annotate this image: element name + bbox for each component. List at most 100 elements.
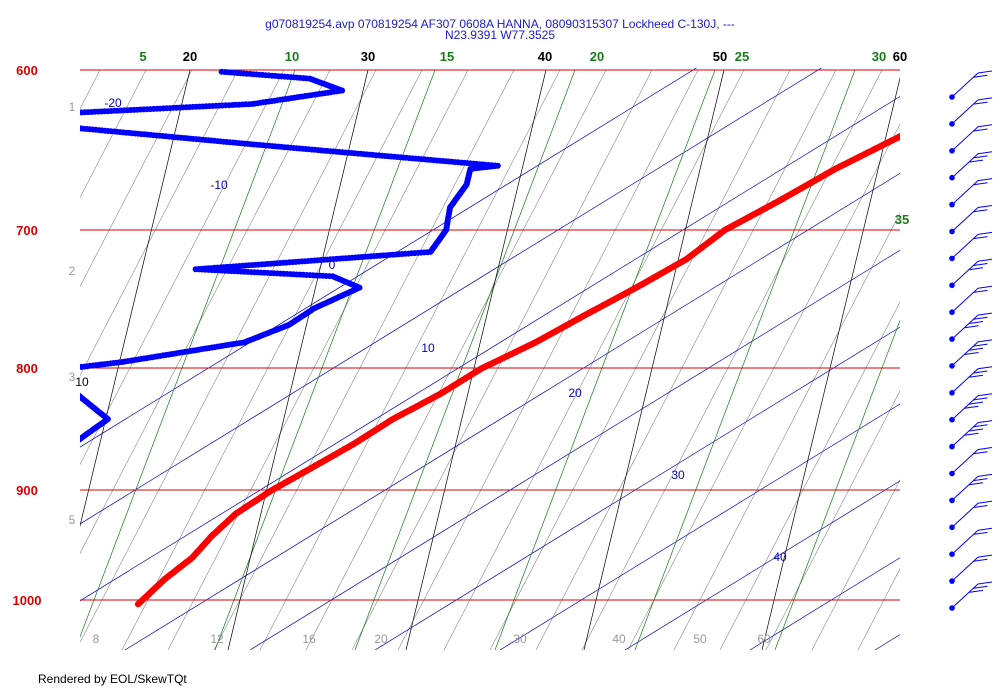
dry-adiabat-line (673, 212, 900, 650)
moist-adiabat-line (80, 96, 900, 602)
wind-barb-feather (973, 236, 988, 240)
temperature-sounding-point (973, 89, 979, 95)
temperature-sounding-point (922, 120, 928, 126)
temperature-sounding-point (931, 115, 937, 121)
dewpoint-sounding-point (47, 123, 53, 129)
dewpoint-sounding-point (29, 474, 35, 480)
moist-adiabat-line (80, 68, 823, 525)
dry-adiabat-line (80, 69, 239, 377)
temperature-sounding-point (929, 116, 935, 122)
dewpoint-sounding-point (23, 375, 29, 381)
height-label: 5 (69, 513, 76, 527)
wind-barb-feather (968, 482, 984, 486)
dewpoint-sounding-point (20, 112, 26, 118)
wind-barb-feather (977, 500, 993, 504)
mixing-ratio-line (915, 70, 1000, 650)
dewpoint-sounding-point (16, 113, 22, 119)
isotherm-line (761, 76, 900, 650)
dewpoint-sounding-point (52, 384, 58, 390)
temperature-top-label: 20 (183, 49, 197, 64)
dry-adiabat-line (904, 70, 1000, 650)
temperature-sounding-point (926, 118, 932, 124)
mixing-ratio-label: 35 (895, 212, 909, 227)
dewpoint-sounding-point (46, 368, 52, 374)
dewpoint-sounding-point (39, 461, 45, 467)
dewpoint-sounding-point (45, 382, 51, 388)
wind-barb-feather (973, 424, 988, 428)
temperature-sounding-point (962, 98, 968, 104)
dewpoint-sounding-point (70, 390, 76, 396)
dewpoint-sounding-point (49, 367, 55, 373)
chart-title: g070819254.avp 070819254 AF307 0608A HAN… (265, 17, 735, 31)
dewpoint-sounding-point (31, 470, 37, 476)
temperature-sounding-point (955, 103, 961, 109)
dewpoint-sounding-point (43, 368, 49, 374)
dewpoint-sounding-point (72, 125, 78, 131)
height-label: 1 (69, 100, 76, 114)
wind-barb-feather (973, 182, 988, 186)
moist-adiabat-line (374, 326, 900, 650)
temperature-sounding-point (963, 97, 969, 103)
mixing-ratio-line (494, 69, 716, 650)
dewpoint-sounding-point (33, 112, 39, 118)
wind-barb-feather (973, 128, 988, 132)
dewpoint-sounding-point (59, 110, 65, 116)
theta-e-label: 40 (773, 550, 787, 564)
dewpoint-sounding-point (43, 459, 49, 465)
wind-barb-feather (968, 267, 984, 271)
wind-barb-feather (977, 70, 993, 74)
dewpoint-sounding-point (20, 115, 26, 121)
wind-barb-feather (977, 581, 993, 585)
dewpoint-sounding-point (0, 498, 3, 504)
dry-adiabat-line (80, 69, 331, 554)
dewpoint-sounding-point (40, 381, 46, 387)
dry-adiabat-line (627, 123, 900, 650)
temperature-top-label: 60 (893, 49, 907, 64)
theta-e-label: 10 (421, 341, 435, 355)
dewpoint-sounding-point (52, 453, 58, 459)
dewpoint-sounding-point (80, 109, 85, 116)
temperature-sounding-point (905, 129, 911, 135)
mixing-ratio-line (774, 319, 900, 650)
wind-barb-shaft (951, 395, 979, 421)
wind-barb-shaft (951, 341, 979, 367)
dewpoint-sounding-point (63, 388, 69, 394)
temperature-sounding-point (908, 127, 914, 133)
temperature-sounding-point (954, 103, 960, 109)
temperature-sounding-point (932, 115, 938, 121)
temperature-sounding-point (964, 96, 970, 102)
temperature-sounding-point (906, 128, 912, 134)
dewpoint-sounding-point (80, 436, 83, 443)
temperature-sounding-point (961, 99, 967, 105)
temperature-sounding-point (935, 113, 941, 119)
temperature-sounding-point (937, 112, 943, 118)
wind-barb-feather (973, 558, 988, 562)
dewpoint-sounding-point (13, 113, 19, 119)
wind-barb-feather (977, 420, 993, 424)
dry-adiabat-line (259, 69, 561, 650)
dewpoint-sounding-point (32, 469, 38, 475)
wind-barb-shaft (951, 126, 979, 152)
pressure-tick-label: 600 (16, 63, 38, 78)
dewpoint-sounding-point (71, 441, 77, 447)
dewpoint-sounding-point (3, 495, 9, 501)
isotherm-line (583, 69, 725, 650)
temperature-sounding-point (941, 110, 947, 116)
dewpoint-sounding-point (68, 443, 74, 449)
dry-adiabat-line (213, 69, 515, 650)
pressure-tick-label: 800 (16, 361, 38, 376)
dewpoint-sounding-point (72, 440, 78, 446)
dewpoint-sounding-point (64, 445, 70, 451)
temperature-sounding-point (984, 80, 990, 86)
theta-e-label: 20 (568, 386, 582, 400)
wind-barb-feather (977, 447, 993, 450)
bottom-axis-label: 60 (757, 632, 771, 646)
dry-adiabat-line (305, 69, 607, 650)
wind-barb-shaft (951, 153, 979, 179)
dry-adiabat-line (996, 70, 1000, 650)
dewpoint-sounding-point (42, 121, 48, 127)
temperature-sounding-point (911, 126, 917, 132)
dry-adiabat-line (811, 479, 900, 650)
moist-adiabat-line (874, 634, 900, 650)
dewpoint-sounding-point (1, 496, 7, 502)
